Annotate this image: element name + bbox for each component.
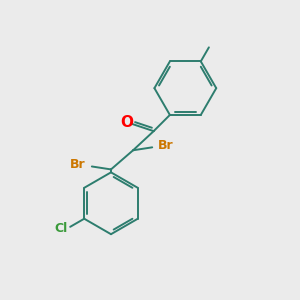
Text: Br: Br — [158, 140, 174, 152]
Text: Cl: Cl — [54, 222, 67, 235]
Text: Br: Br — [70, 158, 86, 172]
Text: O: O — [120, 115, 133, 130]
